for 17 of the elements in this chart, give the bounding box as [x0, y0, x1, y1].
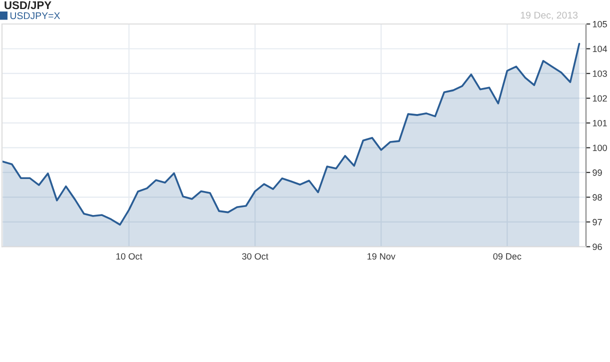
- y-tick-label: 98: [592, 194, 602, 201]
- text: 19 Dec, 2013: [520, 12, 578, 20]
- legend-label: USDJPY=X: [10, 12, 60, 20]
- y-tick-label: 102: [592, 95, 607, 102]
- x-tick-label: 09 Dec: [493, 253, 522, 260]
- y-tick-label: 103: [592, 70, 607, 77]
- y-tick-label: 101: [592, 120, 607, 126]
- x-tick-label: 19 Nov: [368, 253, 396, 260]
- y-tick-label: 96: [592, 244, 602, 250]
- y-tick-label: 99: [592, 169, 602, 176]
- y-tick-label: 104: [592, 46, 608, 52]
- y-tick-label: 100: [592, 144, 607, 152]
- x-tick-label: 30 Oct: [242, 253, 268, 260]
- y-tick-label: 97: [592, 218, 602, 226]
- chart-title: USD/JPY: [4, 1, 52, 10]
- x-tick-label: 10 Oct: [116, 253, 142, 260]
- y-tick-label: 105: [592, 20, 607, 28]
